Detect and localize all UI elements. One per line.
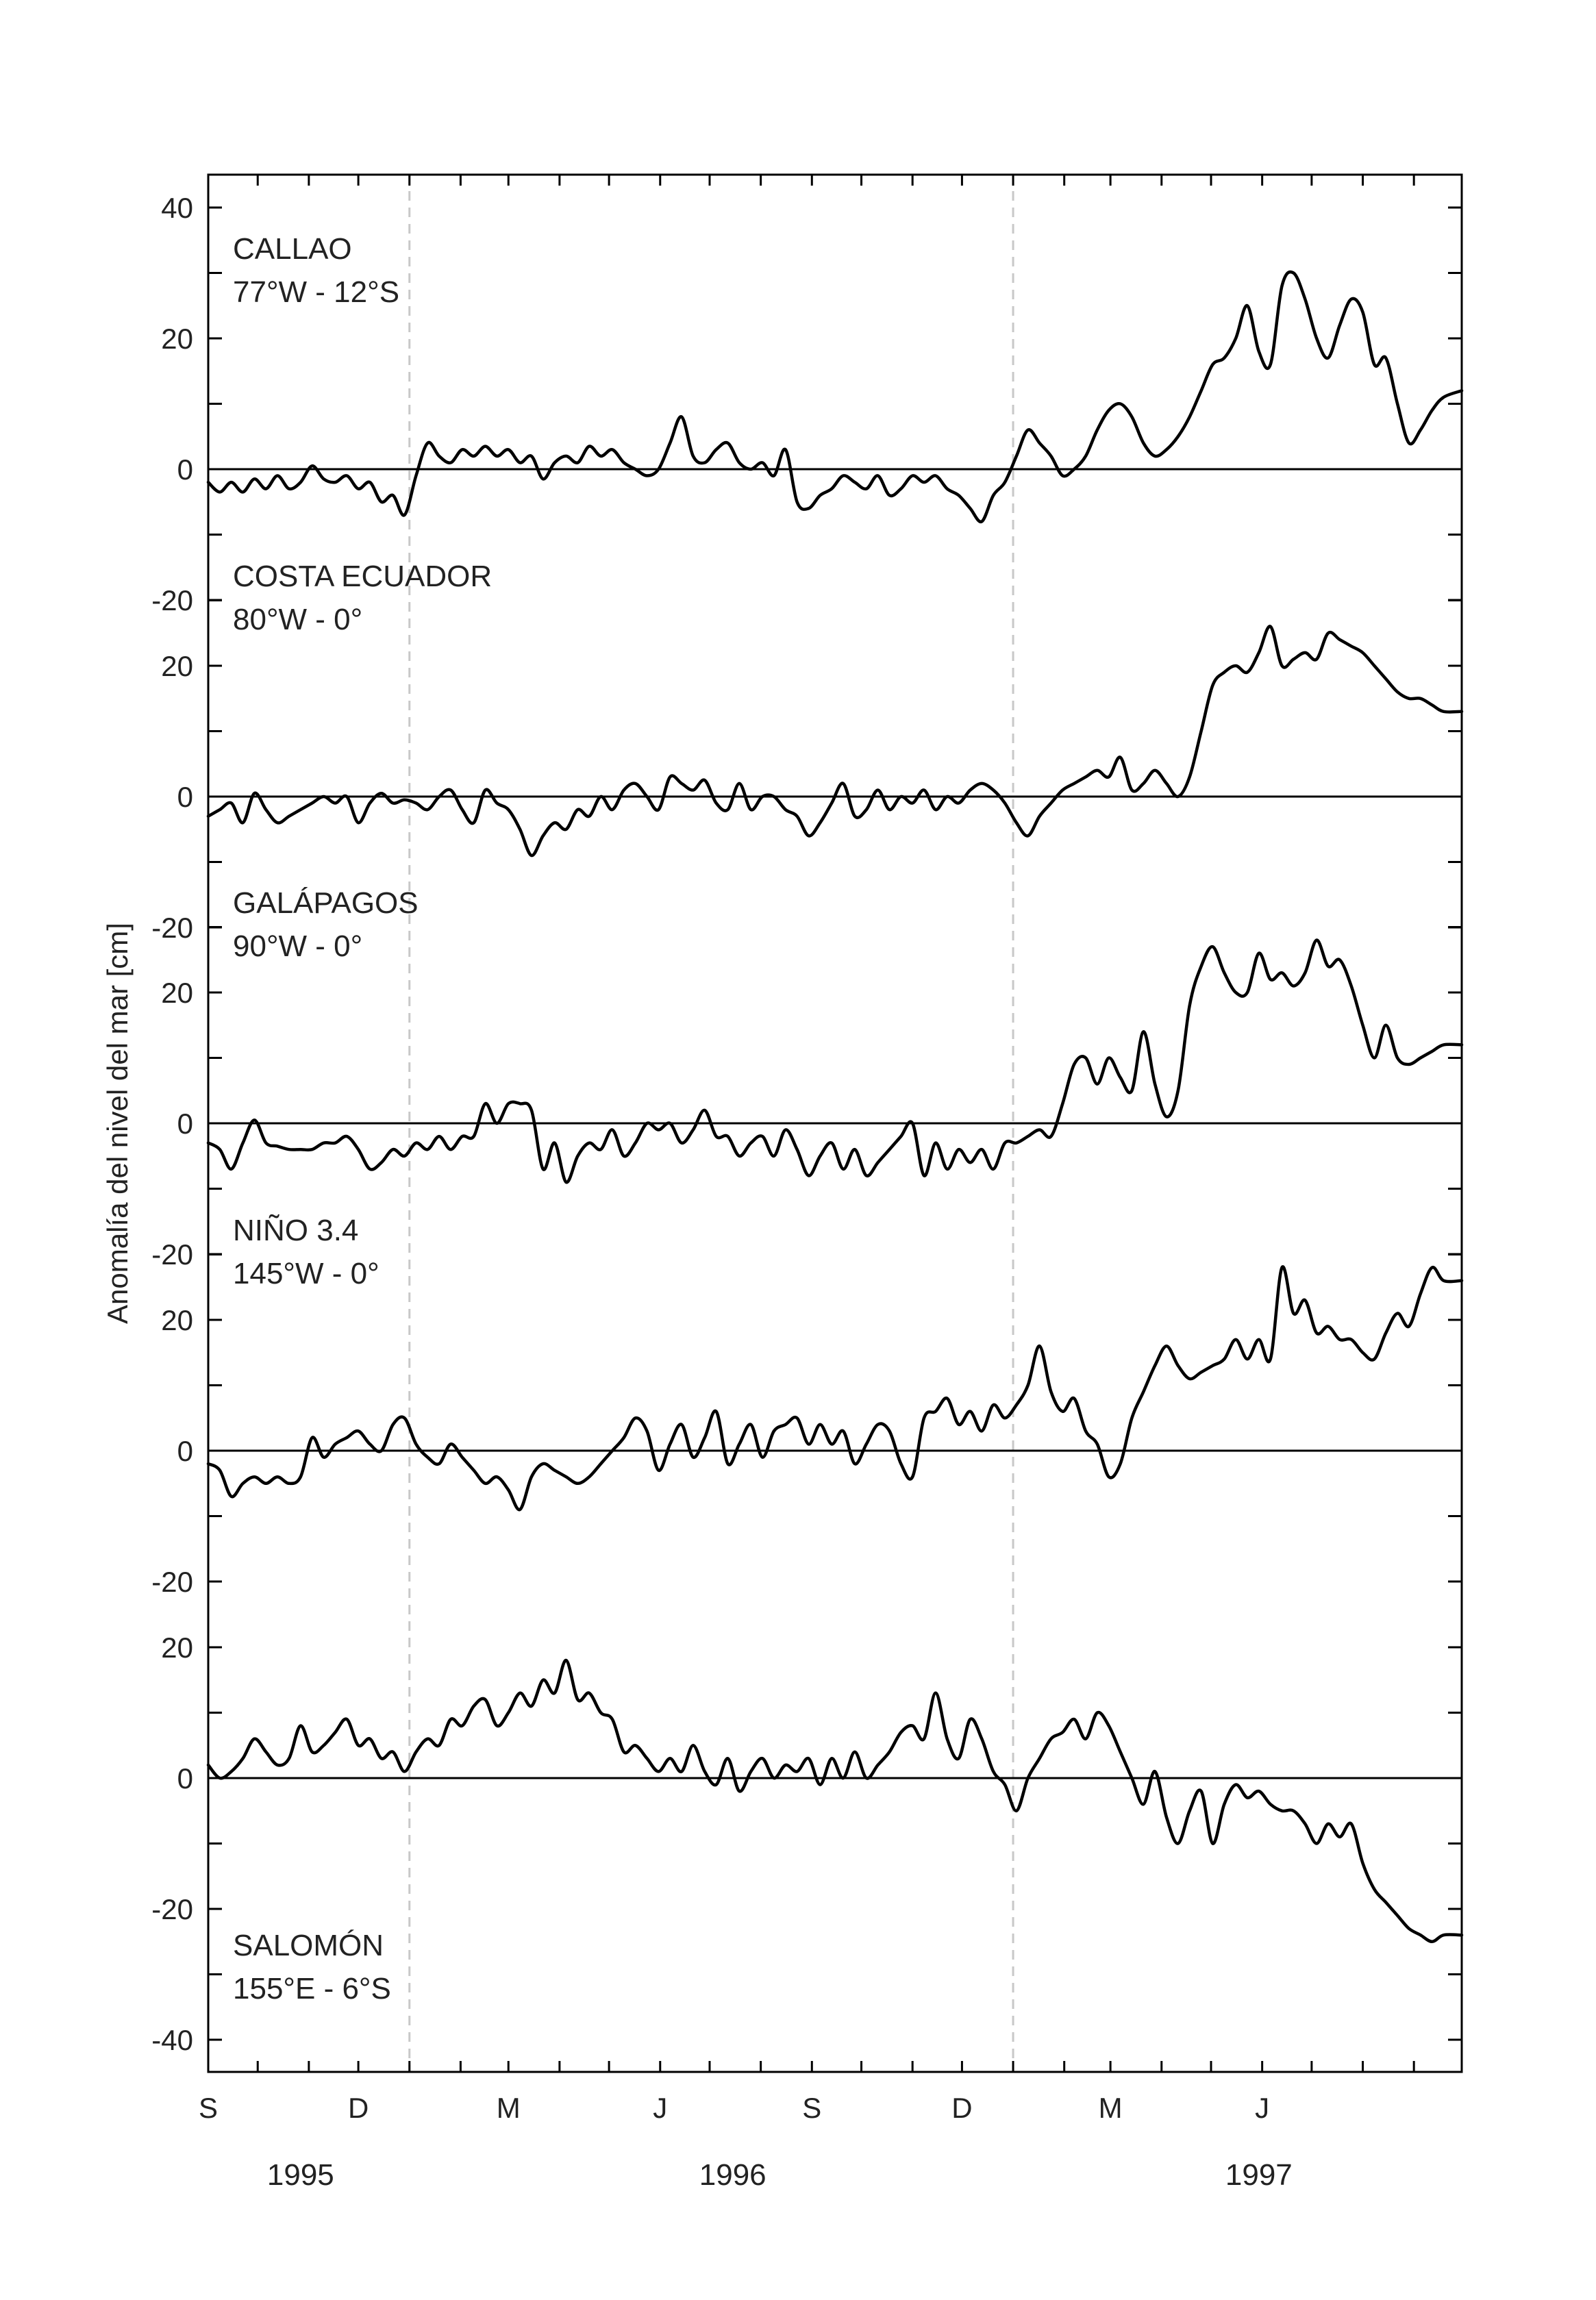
series-line: [206, 1265, 1464, 1512]
y-tick-label: 0: [177, 453, 193, 486]
station-name: NIÑO 3.4: [233, 1213, 358, 1247]
y-tick-label: -20: [151, 912, 193, 944]
y-tick-label: 20: [161, 1304, 193, 1336]
station-name: SALOMÓN: [233, 1929, 384, 1962]
y-tick-label: 20: [161, 977, 193, 1009]
station-name: GALÁPAGOS: [233, 886, 419, 920]
station-name: CALLAO: [233, 232, 352, 266]
station-coords: 80°W - 0°: [233, 603, 362, 636]
y-tick-label: 0: [177, 1762, 193, 1795]
y-tick-label: -20: [151, 584, 193, 616]
station-coords: 77°W - 12°S: [233, 275, 399, 309]
x-tick-label: M: [1099, 2092, 1123, 2124]
y-tick-label: 40: [161, 192, 193, 224]
year-label: 1996: [699, 2158, 766, 2192]
y-tick-label: 0: [177, 1108, 193, 1140]
panel: 20 0 -20 -40 SALOMÓN 155°E - 6°S: [151, 1632, 1464, 2056]
y-tick-label: 20: [161, 323, 193, 355]
panel: 40 20 0 -20 CALLAO 77°W - 12°S: [151, 192, 1464, 616]
series-line: [206, 1658, 1464, 1944]
y-tick-label: -20: [151, 1893, 193, 1925]
panels: 40 20 0 -20 CALLAO 77°W - 12°S 20 0 -20 COSTA ECU…: [151, 192, 1464, 2056]
y-tick-label: -20: [151, 1566, 193, 1598]
station-name: COSTA ECUADOR: [233, 560, 492, 593]
series-line: [206, 938, 1464, 1184]
y-tick-label: -20: [151, 1238, 193, 1271]
series-line: [206, 625, 1464, 858]
y-tick-label: 20: [161, 650, 193, 682]
x-tick-label: D: [951, 2092, 972, 2124]
year-label: 1995: [267, 2158, 334, 2192]
year-label: 1997: [1225, 2158, 1293, 2192]
station-coords: 145°W - 0°: [233, 1257, 379, 1290]
year-dividers: [408, 175, 1014, 2072]
y-tick-label: 0: [177, 1435, 193, 1467]
y-tick-label: 20: [161, 1632, 193, 1664]
x-tick-label: J: [1255, 2092, 1269, 2124]
series-line: [206, 270, 1464, 524]
y-axis-title: Anomalía del nivel del mar [cm]: [101, 923, 134, 1324]
x-axis: S D M J S D M J 1995 1996 1997: [199, 175, 1415, 2192]
y-tick-label: -40: [151, 2024, 193, 2056]
x-tick-label: S: [802, 2092, 821, 2124]
panel: 20 0 -20 GALÁPAGOS 90°W - 0°: [151, 886, 1464, 1271]
x-tick-label: J: [653, 2092, 667, 2124]
station-coords: 90°W - 0°: [233, 929, 362, 963]
x-tick-label: S: [199, 2092, 218, 2124]
panel: 20 0 -20 COSTA ECUADOR 80°W - 0°: [151, 560, 1464, 944]
station-coords: 155°E - 6°S: [233, 1972, 391, 2005]
y-tick-label: 0: [177, 781, 193, 813]
panel: 20 0 -20 NIÑO 3.4 145°W - 0°: [151, 1213, 1464, 1598]
x-tick-label: M: [497, 2092, 521, 2124]
x-tick-label: D: [348, 2092, 369, 2124]
plot-frame: [207, 173, 1463, 2073]
